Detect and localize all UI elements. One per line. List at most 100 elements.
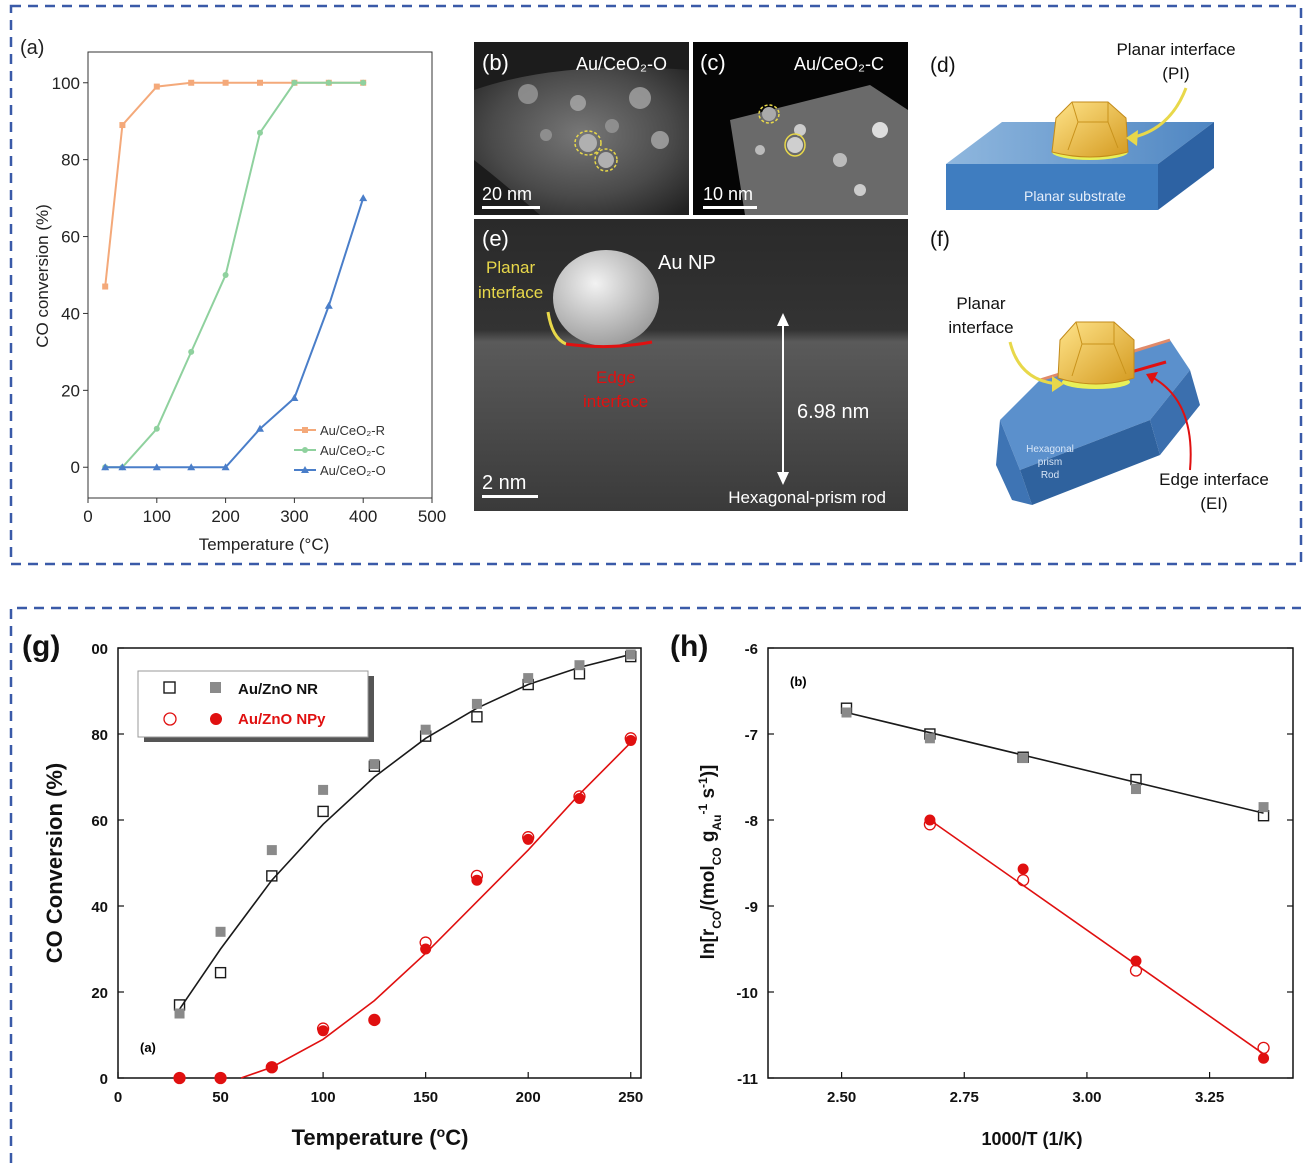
panel-g-fit-curve-0	[178, 653, 631, 1010]
panel-a-chart: 0 100 200 300 400 500 0 20 40 60 80 100 Temperature…	[33, 51, 446, 554]
panel-a-ytick-label: 60	[61, 228, 80, 247]
panel-a-point-2	[290, 394, 299, 402]
panel-h-chart: 2.50 2.75 3.00 3.25 -6 -7 -8 -9 -10 -11 (b) 1000/…	[696, 641, 1294, 1149]
panel-b-scalebar	[482, 206, 540, 209]
panel-f-letter: (f)	[930, 228, 950, 251]
panel-g-legend: Au/ZnO NR Au/ZnO NPy	[137, 670, 374, 742]
panel-a-point-1	[257, 129, 263, 136]
panel-h-point-1	[1018, 753, 1029, 764]
panel-g-point-1	[266, 845, 277, 856]
panel-e-edge-label: Edge	[596, 368, 636, 387]
panel-d-substrate: Planar substrate	[1024, 188, 1126, 204]
panel-a-point-0	[188, 79, 195, 86]
panel-a-point-2	[221, 463, 230, 471]
panel-h-ytick-label: -6	[745, 641, 758, 658]
panel-a-point-0	[153, 83, 160, 90]
panel-a-point-1	[291, 79, 298, 86]
panel-c-letter: (c)	[700, 50, 726, 75]
panel-g-point-1	[523, 673, 534, 684]
panel-a-legend-marker-0	[302, 427, 308, 433]
panel-g-letter: (g)	[22, 630, 60, 663]
panel-h-ytick-label: -8	[745, 813, 758, 830]
panel-c-title: Au/CeO₂-C	[794, 54, 884, 74]
panel-g-point-3	[522, 833, 534, 845]
panel-f-schematic: (f) Planar interface Hexagonal prism Rod…	[930, 228, 1269, 513]
panel-g-inner-letter: (a)	[140, 1040, 156, 1055]
panel-g-point-1	[471, 698, 482, 709]
panel-a-xtick-label: 0	[83, 507, 92, 526]
panel-g-legend-nr: Au/ZnO NR	[238, 681, 318, 698]
panel-h-point-3	[924, 814, 936, 826]
panel-a-point-1	[153, 425, 160, 432]
panel-h-xtick-label: 2.50	[827, 1089, 856, 1106]
panel-g-point-0	[266, 870, 278, 882]
panel-a-legend-label-0: Au/CeO₂-R	[320, 423, 385, 438]
panel-g-ytick-label: 60	[91, 813, 108, 830]
panel-g-point-3	[215, 1072, 227, 1084]
panel-f-rod-3: Rod	[1041, 470, 1059, 481]
panel-e-edge-interface-label: interface	[583, 392, 648, 411]
panel-g-point-3	[368, 1014, 380, 1026]
panel-a-point-0	[222, 79, 229, 86]
panel-b-title: Au/CeO₂-O	[576, 54, 667, 74]
panel-a-xtick-label: 400	[349, 507, 377, 526]
panel-g-point-1	[215, 926, 226, 937]
panel-h-point-1	[1258, 802, 1269, 813]
panel-c-scalebar	[703, 206, 757, 209]
panel-e-micrograph: (e) Au NP Planar interface Edge interfac…	[474, 219, 908, 511]
panel-b-micrograph: (b) Au/CeO₂-O 20 nm	[474, 42, 689, 215]
panel-a-xtick-label: 200	[211, 507, 239, 526]
panel-a-point-1	[360, 79, 367, 86]
panel-h-ytick-label: -10	[736, 985, 758, 1002]
panel-g-point-3	[266, 1061, 278, 1073]
panel-c-scale: 10 nm	[703, 184, 753, 204]
panel-h-fit-line-0	[846, 711, 1264, 814]
panel-a-point-0	[119, 122, 126, 129]
panel-a-letter: (a)	[20, 37, 44, 59]
panel-a-legend-marker-2	[301, 466, 309, 473]
panel-g-point-3	[420, 943, 432, 955]
panel-a-ylabel: CO conversion (%)	[33, 204, 52, 348]
panel-a-point-1	[325, 79, 332, 86]
panel-h-ytick-label: -11	[737, 1071, 758, 1088]
panel-a-legend-label-1: Au/CeO₂-C	[320, 443, 385, 458]
panel-h-letter: (h)	[670, 630, 708, 663]
panel-h-ytick-label: -9	[745, 899, 758, 916]
panel-g-point-0	[214, 966, 227, 979]
panel-f-rod-1: Hexagonal	[1026, 444, 1074, 455]
panel-g-point-1	[369, 759, 380, 770]
panel-g-xtick-label: 0	[114, 1089, 122, 1106]
panel-e-letter: (e)	[482, 226, 509, 251]
panel-a-point-2	[187, 463, 196, 471]
panel-a-point-1	[222, 272, 229, 278]
panel-g-point-3	[317, 1025, 329, 1037]
panel-h-xlabel: 1000/T (1/K)	[981, 1129, 1082, 1149]
panel-e-size: 6.98 nm	[797, 401, 869, 423]
panel-a-xlabel: Temperature (°C)	[199, 535, 330, 554]
panel-g-ytick-label: 80	[91, 727, 108, 744]
panel-b-scale: 20 nm	[482, 184, 532, 204]
panel-g-point-3	[174, 1072, 186, 1084]
panel-a-point-0	[257, 79, 263, 86]
panel-a-ytick-label: 20	[61, 381, 80, 400]
panel-a-point-2	[359, 194, 368, 202]
panel-e-rod-label: Hexagonal-prism rod	[728, 488, 886, 507]
panel-h-ytick-label: -7	[745, 727, 758, 744]
panel-g-point-1	[625, 649, 636, 660]
panel-h-xtick-label: 2.75	[950, 1089, 979, 1106]
panel-a-xtick-label: 300	[280, 507, 308, 526]
panel-g-ytick-label: 0	[100, 1071, 108, 1088]
panel-h-point-1	[924, 733, 935, 744]
panel-f-planar: Planar	[956, 294, 1005, 313]
panel-a-legend: Au/CeO₂-R Au/CeO₂-C Au/CeO₂-O	[294, 423, 386, 478]
panel-g-xtick-label: 150	[413, 1089, 438, 1106]
panel-a-ytick-label: 100	[52, 74, 80, 93]
panel-g-xtick-label: 250	[618, 1089, 643, 1106]
panel-f-edge-sub: (EI)	[1200, 494, 1227, 513]
panel-g-xtick-label: 200	[516, 1089, 541, 1106]
panel-g-point-1	[574, 660, 585, 671]
panel-a-xtick-label: 500	[418, 507, 446, 526]
panel-g-chart: 0 50 100 150 200 250 0 20 40 60 80 00 (a) Temperatu…	[42, 641, 643, 1150]
panel-e-planar-label: Planar	[486, 258, 535, 277]
panel-f-interface: interface	[948, 318, 1013, 337]
